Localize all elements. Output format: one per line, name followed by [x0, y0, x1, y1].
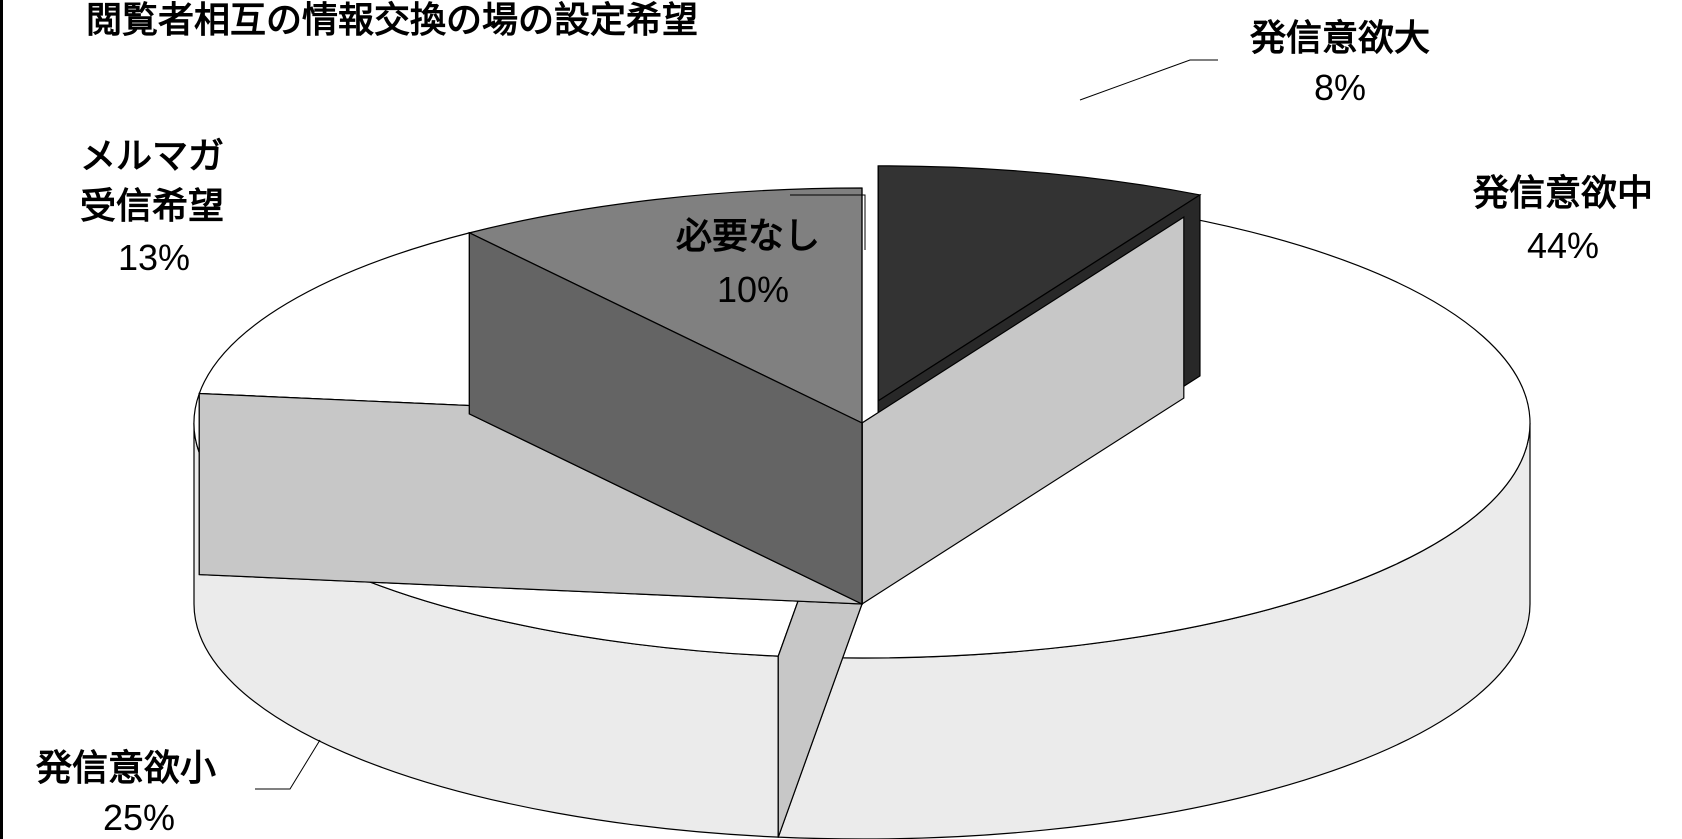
pie-slice-hasshin-iyoku-dai	[877, 165, 1202, 402]
slice-label-hitsuyou-nashi: 必要なし	[676, 216, 820, 257]
slice-label-merumaga-line1: メルマガ	[80, 136, 224, 177]
leader-line-hasshin-iyoku-dai	[1079, 59, 1218, 101]
slice-label-merumaga-line2: 受信希望	[80, 186, 224, 227]
slice-percent-hasshin-iyoku-dai: 8%	[1314, 67, 1366, 108]
pie-slice-hasshin-iyoku-chu	[777, 216, 1531, 659]
leader-line-hitsuyou-nashi	[790, 194, 866, 250]
pie-cuts	[198, 165, 1201, 838]
slice-label-hasshin-iyoku-sho: 発信意欲小	[36, 748, 216, 789]
slice-label-hasshin-iyoku-chu: 発信意欲中	[1473, 173, 1653, 214]
slice-percent-hasshin-iyoku-chu: 44%	[1527, 225, 1599, 266]
pie-leaders	[255, 59, 1218, 790]
slice-label-hasshin-iyoku-dai: 発信意欲大	[1250, 18, 1430, 59]
slice-percent-hitsuyou-nashi: 10%	[717, 269, 789, 310]
chart-title: 閲覧者相互の情報交換の場の設定希望	[86, 0, 698, 41]
leader-line-hasshin-iyoku-sho	[255, 739, 321, 790]
slice-percent-hasshin-iyoku-sho: 25%	[103, 797, 175, 838]
pie-slice-hitsuyou-nashi	[467, 187, 863, 424]
slice-percent-merumaga: 13%	[118, 237, 190, 278]
